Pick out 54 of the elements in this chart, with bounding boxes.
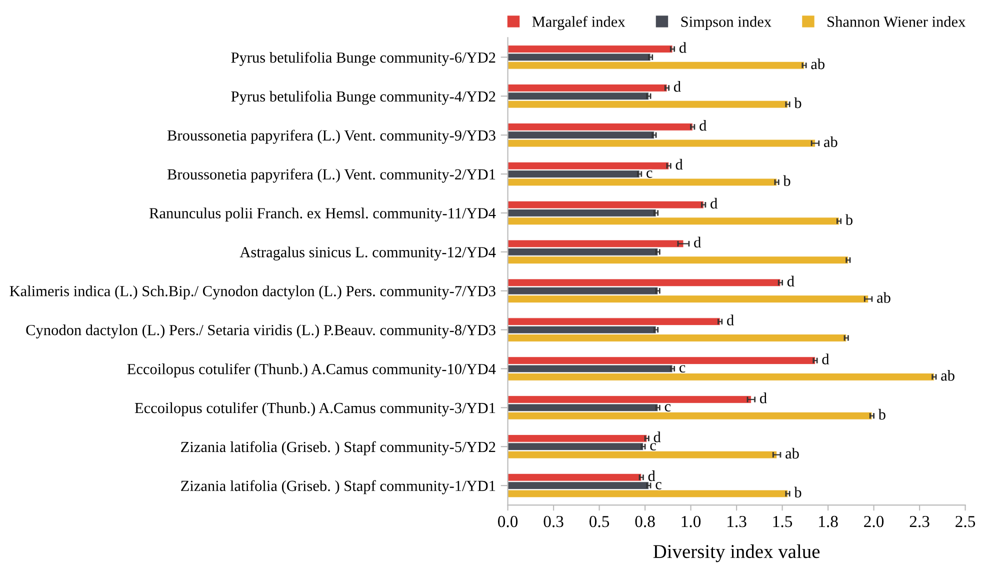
data-label: d (676, 158, 683, 170)
x-tick-label: 2.0 (864, 516, 884, 528)
data-label: d (727, 314, 734, 326)
data-label: c (650, 443, 656, 450)
data-label: d (654, 431, 661, 442)
y-tick-label: Ranunculus polii Franch. ex Hemsl. community-11/YD4 (149, 208, 496, 222)
y-tick-label: Astragalus sinicus L. community-12/YD4 (240, 246, 496, 260)
y-tick-label: Pyrus betulifolia Bunge community-4/YD2 (231, 90, 496, 105)
x-tick-label: 0.8 (635, 516, 655, 528)
data-label: d (694, 236, 701, 248)
data-label: ab (786, 448, 799, 459)
data-label: d (787, 276, 794, 286)
data-label: d (674, 81, 681, 92)
x-tick-label: 1.5 (773, 516, 792, 528)
y-tick-label: Broussonetia papyrifera (L.) Vent. community-9/YD3 (167, 130, 496, 144)
y-tick-label: Broussonetia papyrifera (L.) Vent. community-2/YD1 (167, 168, 496, 183)
data-label: d (822, 354, 830, 364)
data-label: ab (877, 292, 890, 303)
data-label: b (794, 486, 802, 498)
data-label: b (878, 408, 886, 420)
data-label: ab (811, 58, 824, 70)
x-tick-label: 0.0 (498, 516, 518, 528)
y-tick-label: Zizania latifolia (Griseb. ) Stapf community-1/YD1 (181, 480, 496, 494)
y-tick-label: Eccoilopus cotulifer (Thunb.) A.Camus community-3/YD1 (134, 402, 496, 416)
x-tick-label: 1.0 (682, 516, 701, 528)
x-axis-title: Diversity index value (653, 544, 820, 562)
data-label: c (664, 404, 671, 412)
data-label: b (845, 214, 852, 225)
x-tick-label: 2.5 (956, 516, 976, 528)
y-tick-label: Zizania latifolia (Griseb. ) Stapf community-5/YD2 (181, 441, 496, 456)
data-label: d (710, 198, 718, 209)
x-tick-label: 1.3 (728, 516, 746, 528)
data-label: ab (941, 370, 954, 381)
legend-label: Simpson index (681, 16, 772, 30)
data-label: d (760, 392, 767, 404)
data-label: c (646, 170, 652, 178)
y-tick-label: Cynodon dactylon (L.) Pers./ Setaria viridis (L.) P.Beauv. community-8/YD3 (26, 324, 496, 338)
x-tick-label: 2.3 (910, 516, 930, 528)
x-tick-label: 0.5 (590, 516, 610, 528)
y-tick-label: Pyrus betulifolia Bunge community-6/YD2 (231, 52, 496, 66)
data-label: c (679, 365, 686, 373)
x-tick-label: 0.3 (544, 516, 564, 528)
y-tick-label: Eccoilopus cotulifer (Thunb.) A.Camus community-10/YD4 (127, 363, 496, 378)
data-label: b (794, 97, 802, 108)
data-label: b (783, 175, 790, 186)
legend-label: Margalef index (532, 16, 626, 30)
data-label: d (700, 120, 706, 131)
data-label: ab (824, 136, 838, 148)
data-label: c (656, 482, 662, 490)
legend-label: Shannon Wiener index (828, 16, 966, 28)
data-label: d (648, 470, 656, 482)
y-tick-label: Kalimeris indica (L.) Sch.Bip./ Cynodon dactylon (L.) Pers. community-7/YD3 (10, 286, 496, 300)
data-label: d (679, 42, 686, 53)
x-tick-label: 1.8 (819, 516, 838, 528)
